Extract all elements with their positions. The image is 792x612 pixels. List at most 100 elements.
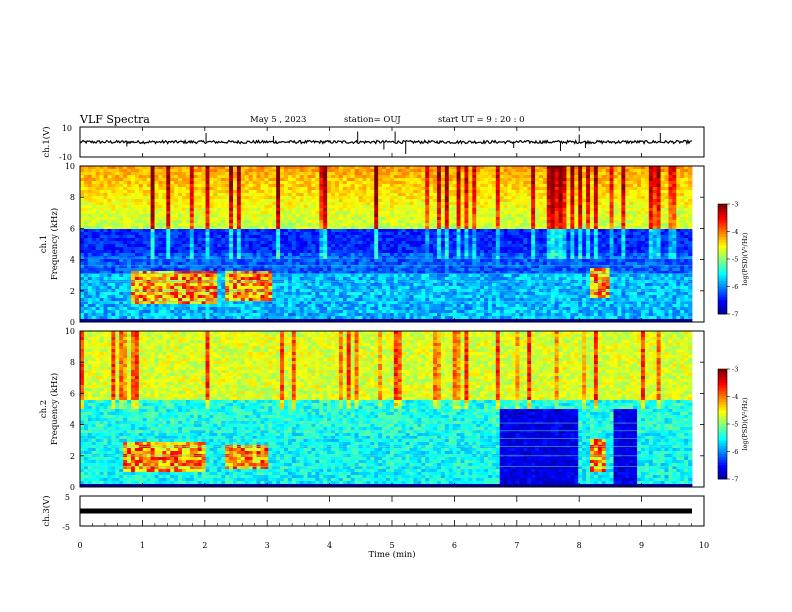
spectrogram-cell bbox=[240, 217, 246, 221]
spectrogram-cell bbox=[335, 229, 340, 233]
spectrogram-cell bbox=[319, 202, 324, 206]
spectrogram-cell bbox=[209, 208, 214, 212]
spectrogram-cell bbox=[178, 292, 183, 296]
spectrogram-cell bbox=[378, 226, 383, 230]
spectrogram-cell bbox=[413, 217, 418, 221]
spectrogram-cell bbox=[354, 304, 359, 308]
spectrogram-cell bbox=[413, 292, 418, 296]
spectrogram-cell bbox=[291, 214, 297, 218]
spectrogram-cell bbox=[370, 205, 375, 209]
spectrogram-cell bbox=[115, 298, 120, 302]
spectrogram-cell bbox=[374, 196, 379, 200]
spectrogram-cell bbox=[389, 223, 395, 227]
spectrogram-cell bbox=[178, 181, 183, 185]
spectrogram-cell bbox=[162, 319, 167, 323]
spectrogram-cell bbox=[154, 223, 159, 227]
spectrogram-cell bbox=[389, 208, 395, 212]
spectrogram-cell bbox=[264, 307, 269, 311]
spectrogram-cell bbox=[307, 229, 312, 233]
spectrogram-cell bbox=[268, 202, 273, 206]
spectrogram-cell bbox=[440, 301, 446, 305]
spectrogram-cell bbox=[433, 307, 438, 311]
spectrogram-cell bbox=[233, 229, 238, 233]
spectrogram-cell bbox=[158, 214, 163, 218]
spectrogram-cell bbox=[115, 217, 120, 221]
spectrogram-cell bbox=[138, 220, 144, 224]
spectrogram-cell bbox=[236, 190, 242, 194]
spectrogram-cell bbox=[264, 229, 269, 233]
spectrogram-cell bbox=[134, 214, 140, 218]
spectrogram-cell bbox=[217, 265, 222, 269]
spectrogram-cell bbox=[342, 169, 348, 173]
spectrogram-cell bbox=[83, 256, 89, 260]
spectrogram-cell bbox=[87, 208, 93, 212]
spectrogram-cell bbox=[413, 256, 418, 260]
spectrogram-cell bbox=[229, 178, 234, 182]
spectrogram-cell bbox=[225, 268, 230, 272]
spectrogram-cell bbox=[83, 220, 89, 224]
spectrogram-cell bbox=[437, 178, 442, 182]
spectrogram-cell bbox=[229, 208, 234, 212]
spectrogram-cell bbox=[303, 223, 308, 227]
spectrogram-cell bbox=[158, 232, 163, 236]
spectrogram-cell bbox=[433, 211, 438, 215]
spectrogram-cell bbox=[448, 319, 454, 323]
spectrogram-cell bbox=[323, 190, 328, 194]
spectrogram-cell bbox=[87, 250, 93, 254]
spectrogram-cell bbox=[389, 169, 395, 173]
spectrogram-cell bbox=[287, 193, 293, 197]
spectrogram-cell bbox=[252, 229, 257, 233]
spectrogram-cell bbox=[174, 220, 179, 224]
spectrogram-cell bbox=[99, 310, 104, 314]
spectrogram-cell bbox=[338, 286, 344, 290]
spectrogram-cell bbox=[287, 283, 293, 287]
spectrogram-cell bbox=[80, 292, 85, 296]
spectrogram-cell bbox=[115, 259, 120, 263]
spectrogram-cell bbox=[146, 235, 152, 239]
spectrogram-cell bbox=[189, 166, 195, 170]
spectrogram-cell bbox=[319, 181, 324, 185]
spectrogram-cell bbox=[166, 181, 171, 185]
spectrogram-cell bbox=[323, 214, 328, 218]
spectrogram-cell bbox=[338, 181, 344, 185]
spectrogram-cell bbox=[178, 196, 183, 200]
spectrogram-cell bbox=[134, 262, 140, 266]
spectrogram-cell bbox=[319, 211, 324, 215]
spectrogram-cell bbox=[284, 229, 289, 233]
spectrogram-cell bbox=[185, 208, 191, 212]
spectrogram-cell bbox=[197, 250, 203, 254]
spectrogram-cell bbox=[260, 295, 265, 299]
spectrogram-cell bbox=[268, 223, 273, 227]
spectrogram-cell bbox=[146, 184, 152, 188]
spectrogram-cell bbox=[311, 226, 316, 230]
spectrogram-cell bbox=[127, 268, 132, 272]
spectrogram-cell bbox=[248, 232, 254, 236]
spectrogram-cell bbox=[358, 247, 363, 251]
spectrogram-cell bbox=[299, 253, 305, 257]
spectrogram-cell bbox=[358, 166, 363, 170]
spectrogram-cell bbox=[323, 193, 328, 197]
spectrogram-cell bbox=[185, 307, 191, 311]
spectrogram-cell bbox=[193, 193, 199, 197]
spectrogram-cell bbox=[260, 292, 265, 296]
spectrogram-cell bbox=[87, 211, 93, 215]
spectrogram-cell bbox=[417, 214, 422, 218]
spectrogram-cell bbox=[429, 175, 434, 179]
spectrogram-cell bbox=[433, 235, 438, 239]
spectrogram-cell bbox=[236, 292, 242, 296]
spectrogram-cell bbox=[221, 271, 226, 275]
spectrogram-cell bbox=[127, 250, 132, 254]
spectrogram-cell bbox=[236, 295, 242, 299]
spectrogram-cell bbox=[119, 214, 124, 218]
spectrogram-cell bbox=[221, 256, 226, 260]
spectrogram-cell bbox=[295, 250, 301, 254]
spectrogram-cell bbox=[166, 244, 171, 248]
spectrogram-cell bbox=[358, 229, 363, 233]
spectrogram-cell bbox=[166, 187, 171, 191]
spectrogram-cell bbox=[284, 175, 289, 179]
spectrogram-cell bbox=[389, 313, 395, 317]
spectrogram-cell bbox=[425, 304, 430, 308]
spectrogram-cell bbox=[323, 181, 328, 185]
spectrogram-cell bbox=[103, 175, 108, 179]
spectrogram-cell bbox=[437, 214, 442, 218]
